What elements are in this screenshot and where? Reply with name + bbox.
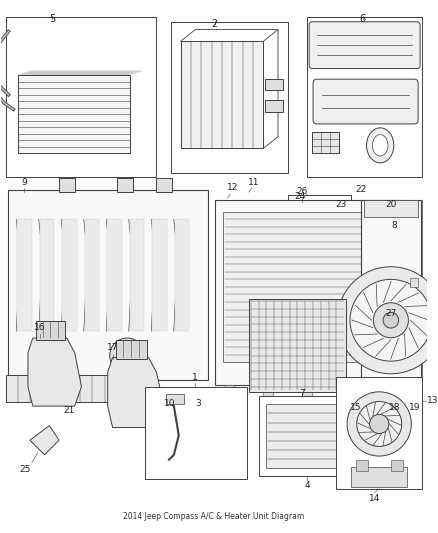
Bar [215, 200, 405, 385]
Text: 16: 16 [34, 323, 46, 332]
Circle shape [370, 414, 389, 433]
Circle shape [347, 392, 411, 456]
Text: 10: 10 [164, 399, 176, 408]
Text: 21: 21 [63, 406, 74, 415]
Bar [62, 219, 77, 331]
Bar [225, 385, 234, 402]
Bar [166, 394, 184, 404]
Text: 26: 26 [297, 187, 308, 196]
Text: 7: 7 [300, 389, 305, 398]
Text: 11: 11 [248, 178, 259, 187]
Bar [8, 190, 208, 380]
Bar [156, 179, 172, 192]
Text: 18: 18 [389, 403, 400, 412]
Bar [324, 211, 331, 219]
Circle shape [357, 401, 402, 447]
Bar [107, 219, 122, 331]
Bar [410, 278, 418, 287]
Text: 23: 23 [336, 200, 347, 209]
Bar [40, 219, 54, 331]
Ellipse shape [367, 128, 394, 163]
Circle shape [350, 279, 432, 361]
Bar [258, 397, 356, 476]
Bar [152, 219, 167, 331]
Text: 5: 5 [49, 14, 55, 24]
Text: 1: 1 [192, 373, 198, 382]
Bar [175, 219, 189, 331]
Circle shape [296, 205, 309, 219]
Bar [312, 132, 339, 153]
Bar [302, 385, 312, 402]
Bar [356, 459, 367, 471]
Circle shape [120, 348, 135, 364]
Bar [18, 75, 130, 153]
Circle shape [298, 208, 306, 215]
Text: 14: 14 [369, 494, 380, 503]
Text: 2014 Jeep Compass A/C & Heater Unit Diagram: 2014 Jeep Compass A/C & Heater Unit Diag… [123, 512, 304, 521]
Bar [351, 385, 361, 402]
Text: 2: 2 [212, 19, 218, 29]
Bar [322, 208, 341, 220]
Text: 13: 13 [427, 397, 438, 406]
Bar [130, 219, 145, 331]
Bar [117, 179, 133, 192]
Bar [265, 100, 283, 112]
Text: 4: 4 [304, 481, 310, 490]
Bar [36, 320, 65, 340]
Text: 20: 20 [386, 200, 397, 209]
Bar [249, 299, 346, 392]
Circle shape [383, 312, 399, 328]
Bar [181, 41, 263, 148]
Bar [385, 385, 395, 402]
Bar [17, 219, 32, 331]
Bar [6, 375, 142, 402]
Text: 22: 22 [355, 185, 366, 194]
Bar [59, 179, 74, 192]
Bar [263, 385, 273, 402]
Bar [265, 79, 283, 91]
Circle shape [337, 266, 438, 374]
Bar [307, 17, 422, 177]
Bar [288, 195, 351, 244]
Text: 6: 6 [360, 14, 366, 24]
Text: 19: 19 [409, 403, 420, 412]
Text: 8: 8 [391, 221, 397, 230]
Circle shape [110, 338, 145, 373]
Bar [336, 377, 422, 489]
Circle shape [309, 212, 319, 221]
Circle shape [147, 392, 156, 401]
Bar [145, 386, 247, 479]
Text: 17: 17 [107, 343, 118, 352]
Polygon shape [28, 338, 81, 406]
Bar [391, 459, 403, 471]
Text: 3: 3 [195, 399, 201, 408]
Bar [6, 17, 156, 177]
Ellipse shape [372, 135, 388, 156]
Bar [364, 200, 418, 217]
FancyBboxPatch shape [313, 79, 418, 124]
Text: 27: 27 [386, 309, 397, 318]
Text: 12: 12 [226, 183, 238, 192]
FancyBboxPatch shape [309, 22, 420, 68]
Text: 24: 24 [295, 192, 306, 201]
Bar [171, 22, 288, 173]
Circle shape [373, 303, 408, 338]
Bar [116, 340, 147, 359]
Polygon shape [108, 358, 164, 427]
Polygon shape [30, 425, 59, 455]
Text: 15: 15 [350, 403, 362, 412]
Text: 9: 9 [21, 178, 27, 187]
Bar [407, 200, 422, 414]
Circle shape [142, 386, 161, 406]
Text: 25: 25 [19, 465, 31, 473]
Bar [266, 404, 348, 469]
Circle shape [311, 214, 317, 219]
Bar [223, 212, 396, 362]
Bar [361, 200, 421, 419]
Bar [351, 467, 407, 487]
Bar [85, 219, 99, 331]
